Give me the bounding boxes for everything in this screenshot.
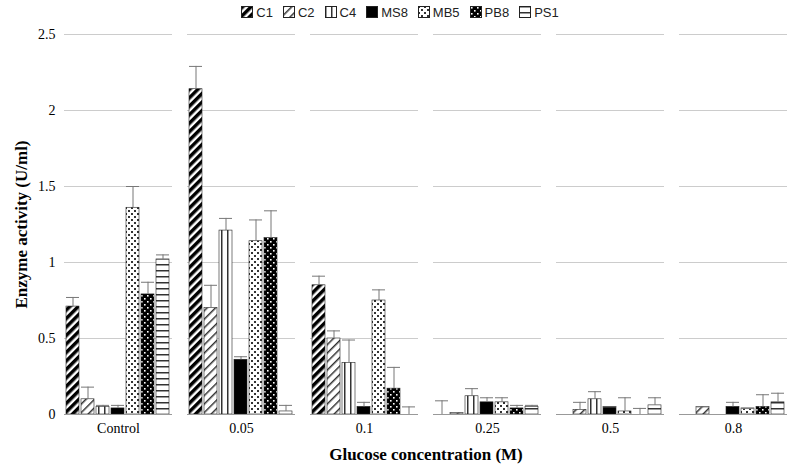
svg-text:0.25: 0.25 — [475, 421, 500, 436]
html-text:MS8: MS8 — [381, 4, 408, 20]
html-text:MB5: MB5 — [432, 4, 460, 20]
html-text:C2: C2 — [297, 4, 315, 20]
html-text:C1: C1 — [256, 4, 273, 20]
svg-text:0.1: 0.1 — [356, 421, 374, 436]
html-text:PS1: PS1 — [534, 4, 559, 20]
html-text:PB8: PB8 — [484, 4, 510, 20]
svg-text:Glucose concentration (M): Glucose concentration (M) — [329, 445, 523, 464]
svg-text:2: 2 — [49, 103, 56, 118]
svg-text:1.5: 1.5 — [38, 179, 56, 194]
svg-text:Enzyme activity (U/ml): Enzyme activity (U/ml) — [12, 140, 31, 308]
svg-text:0.05: 0.05 — [229, 421, 254, 436]
svg-text:2.5: 2.5 — [38, 27, 56, 42]
svg-text:1: 1 — [49, 255, 56, 270]
svg-text:0.5: 0.5 — [602, 421, 620, 436]
html-text:C4: C4 — [339, 4, 357, 20]
svg-text:Control: Control — [97, 421, 140, 436]
svg-text:0: 0 — [49, 407, 56, 422]
svg-text:0.5: 0.5 — [38, 331, 56, 346]
svg-text:0.8: 0.8 — [725, 421, 743, 436]
